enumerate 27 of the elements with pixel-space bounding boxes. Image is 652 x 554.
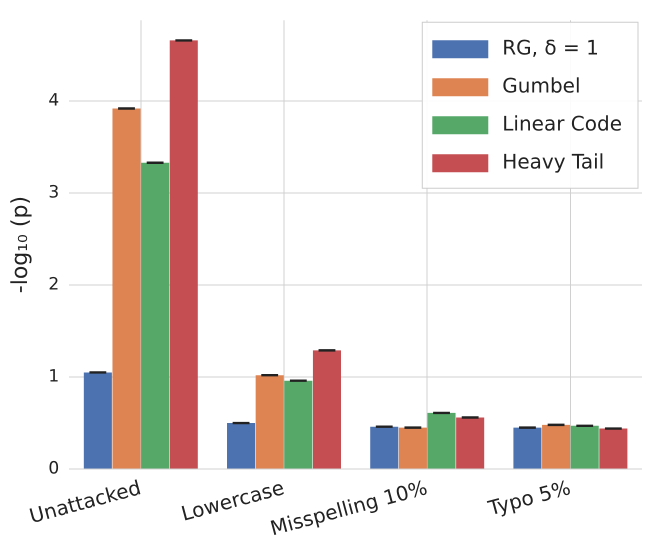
y-axis-title: -log₁₀ (p) [8, 196, 33, 294]
y-tick-label: 1 [48, 366, 60, 386]
bar [599, 428, 628, 469]
x-tick-label: Typo 5% [484, 475, 574, 520]
legend-label: Linear Code [502, 111, 622, 136]
bar [256, 375, 284, 469]
y-tick-label: 0 [48, 458, 60, 478]
bar [227, 423, 256, 469]
legend-label: Heavy Tail [502, 149, 604, 174]
bar [398, 428, 427, 469]
bar [284, 380, 312, 469]
bar [513, 428, 542, 469]
bar [141, 162, 170, 469]
bar [112, 108, 141, 469]
bar [427, 412, 456, 469]
bar [570, 426, 599, 469]
bar [170, 40, 198, 469]
y-tick-label: 4 [48, 90, 60, 111]
legend-label: Gumbel [502, 73, 580, 98]
legend-label: RG, δ = 1 [502, 35, 599, 60]
y-tick-label: 2 [48, 274, 60, 294]
bar [456, 418, 484, 469]
bar [370, 426, 398, 469]
bar [542, 424, 570, 469]
bar [312, 350, 341, 469]
bar [84, 372, 112, 469]
y-tick-label: 3 [48, 182, 60, 203]
